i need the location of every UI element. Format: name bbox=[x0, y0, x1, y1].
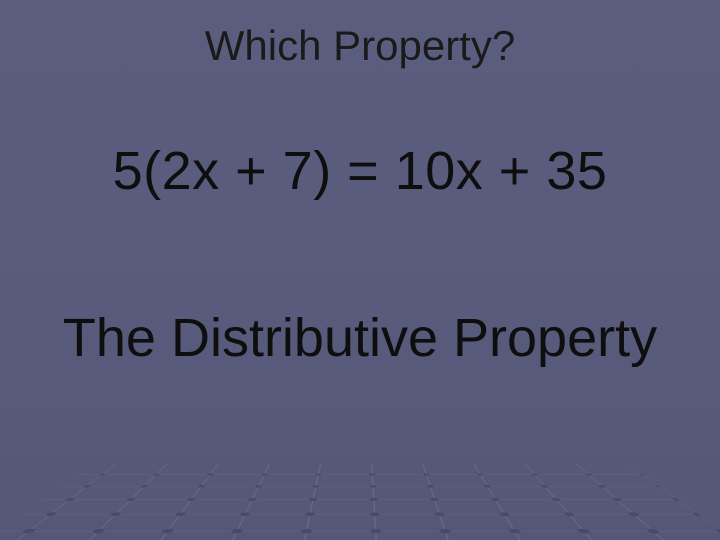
answer-text: The Distributive Property bbox=[63, 307, 657, 369]
slide-title: Which Property? bbox=[205, 22, 515, 70]
slide: Which Property? 5(2x + 7) = 10x + 35 The… bbox=[0, 0, 720, 540]
equation-text: 5(2x + 7) = 10x + 35 bbox=[113, 140, 608, 202]
content-area: Which Property? 5(2x + 7) = 10x + 35 The… bbox=[0, 0, 720, 540]
